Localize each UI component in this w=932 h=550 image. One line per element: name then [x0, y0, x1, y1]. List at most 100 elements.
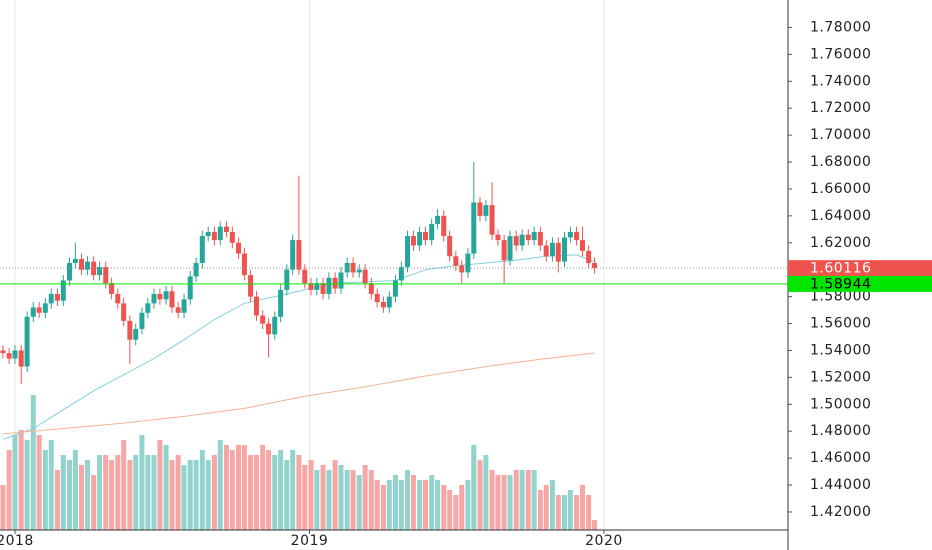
candle-body — [561, 237, 567, 262]
volume-bar — [24, 440, 30, 530]
volume-bar — [54, 470, 60, 530]
volume-bar — [507, 475, 513, 530]
candle-body — [344, 262, 350, 273]
candle-body — [513, 236, 519, 246]
volume-bar — [236, 445, 242, 530]
volume-bar — [567, 490, 573, 530]
candle-body — [0, 350, 6, 354]
volume-bar — [79, 465, 85, 530]
volume-bar — [133, 455, 139, 530]
volume-bar — [253, 455, 259, 530]
candle-body — [79, 258, 85, 270]
volume-bar — [248, 455, 254, 530]
volume-bar — [417, 480, 423, 530]
candle-body — [157, 293, 163, 300]
volume-bar — [362, 465, 368, 530]
candle-body — [236, 242, 242, 254]
volume-bar — [380, 485, 386, 530]
volume-bar — [453, 495, 459, 530]
volume-bar — [513, 470, 519, 530]
candle-body — [320, 283, 326, 294]
volume-bar — [115, 455, 121, 530]
volume-bar — [543, 485, 549, 530]
candle-body — [241, 253, 247, 276]
candle-body — [36, 307, 42, 313]
volume-bar — [175, 455, 181, 530]
candle-body — [405, 236, 411, 268]
volume-bar — [501, 475, 507, 530]
candle-body — [501, 240, 507, 261]
volume-bar — [284, 460, 290, 530]
volume-bar — [48, 440, 54, 530]
candle-body — [97, 267, 103, 276]
volume-bar — [290, 450, 296, 530]
candle-body — [489, 205, 495, 235]
volume-bar — [91, 475, 97, 530]
volume-bar — [42, 450, 48, 530]
volume-bar — [60, 455, 66, 530]
candle-body — [290, 240, 296, 270]
volume-bar — [66, 460, 72, 530]
volume-bar — [471, 445, 477, 530]
volume-bar — [423, 480, 429, 530]
candle-body — [447, 236, 453, 257]
volume-bar — [302, 465, 308, 530]
y-tick-label: 1.56000 — [810, 316, 871, 332]
candle-body — [507, 236, 513, 261]
candle-body — [543, 245, 549, 257]
volume-bar — [531, 470, 537, 530]
volume-bar — [537, 490, 543, 530]
candle-body — [380, 302, 386, 308]
volume-bar — [519, 470, 525, 530]
volume-bar — [314, 470, 320, 530]
candle-body — [441, 215, 447, 237]
volume-bar — [332, 460, 338, 530]
candle-body — [471, 202, 477, 254]
volume-bar — [356, 475, 362, 530]
candle-body — [248, 275, 254, 297]
y-tick-label: 1.62000 — [810, 235, 871, 251]
y-tick-label: 1.70000 — [810, 127, 871, 143]
volume-bar — [441, 485, 447, 530]
volume-bar — [586, 495, 592, 530]
volume-bar — [489, 470, 495, 530]
candle-body — [398, 267, 404, 281]
candle-body — [477, 202, 483, 216]
volume-bar — [151, 455, 157, 530]
candle-body — [229, 232, 235, 243]
volume-bar — [18, 430, 24, 530]
volume-bar — [139, 435, 145, 530]
volume-bar — [272, 455, 278, 530]
volume-bar — [350, 470, 356, 530]
candle-body — [278, 289, 284, 317]
candle-body — [181, 299, 187, 313]
volume-bar — [260, 445, 266, 530]
x-tick-label: 2019 — [291, 533, 329, 549]
candle-body — [519, 234, 525, 246]
candle-body — [266, 323, 272, 335]
candle-body — [30, 307, 36, 317]
candle-body — [187, 276, 193, 300]
candle-body — [495, 234, 501, 241]
candle-body — [555, 242, 561, 262]
y-tick-label: 1.74000 — [810, 73, 871, 89]
candle-body — [417, 232, 423, 246]
volume-bar — [121, 440, 127, 530]
candle-body — [567, 232, 573, 238]
volume-bar — [483, 455, 489, 530]
candle-body — [362, 269, 368, 284]
y-tick-label: 1.78000 — [810, 19, 871, 35]
volume-bar — [549, 480, 555, 530]
volume-bar — [344, 470, 350, 530]
volume-bar — [386, 480, 392, 530]
candle-body — [151, 293, 157, 304]
candle-body — [24, 316, 30, 367]
candle-body — [193, 262, 199, 277]
candle-body — [429, 223, 435, 241]
volume-bar — [36, 435, 42, 530]
candle-body — [302, 269, 308, 284]
volume-bar — [223, 445, 229, 530]
volume-bar — [241, 445, 247, 530]
candle-body — [465, 253, 471, 273]
